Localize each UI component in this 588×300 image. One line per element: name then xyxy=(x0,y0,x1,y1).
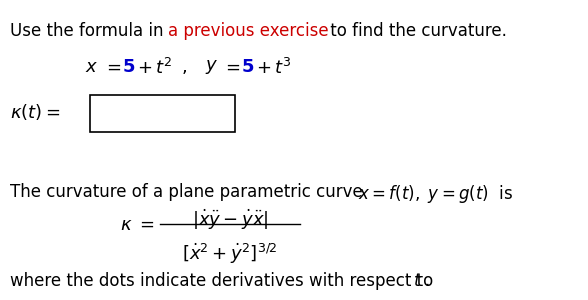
Text: $[\dot{x}^2 + \dot{y}^2]^{3/2}$: $[\dot{x}^2 + \dot{y}^2]^{3/2}$ xyxy=(182,242,278,266)
Text: $y$: $y$ xyxy=(205,58,218,76)
Bar xyxy=(90,95,235,132)
Text: $|\dot{x}\ddot{y} - \dot{y}\ddot{x}|$: $|\dot{x}\ddot{y} - \dot{y}\ddot{x}|$ xyxy=(192,208,268,232)
Text: $\mathbf{5}$: $\mathbf{5}$ xyxy=(241,58,254,76)
Text: a previous exercise: a previous exercise xyxy=(168,22,329,40)
Text: $\kappa(t) =$: $\kappa(t) =$ xyxy=(10,102,61,122)
Text: $x$: $x$ xyxy=(85,58,98,76)
Text: $=$: $=$ xyxy=(222,58,240,76)
Text: $=$: $=$ xyxy=(103,58,122,76)
Text: where the dots indicate derivatives with respect to: where the dots indicate derivatives with… xyxy=(10,272,439,290)
Text: $,$: $,$ xyxy=(181,58,187,76)
Text: $+\, t^2$: $+\, t^2$ xyxy=(137,58,172,78)
Text: $t$: $t$ xyxy=(413,272,422,290)
Text: .: . xyxy=(424,272,429,290)
Text: Use the formula in: Use the formula in xyxy=(10,22,169,40)
Text: $\kappa\ =$: $\kappa\ =$ xyxy=(120,216,155,234)
Text: The curvature of a plane parametric curve: The curvature of a plane parametric curv… xyxy=(10,183,373,201)
Text: to find the curvature.: to find the curvature. xyxy=(325,22,507,40)
Text: $\mathbf{5}$: $\mathbf{5}$ xyxy=(122,58,135,76)
Text: $x = f(t),\ y = g(t)$  is: $x = f(t),\ y = g(t)$ is xyxy=(358,183,513,205)
Text: $+\, t^3$: $+\, t^3$ xyxy=(256,58,291,78)
